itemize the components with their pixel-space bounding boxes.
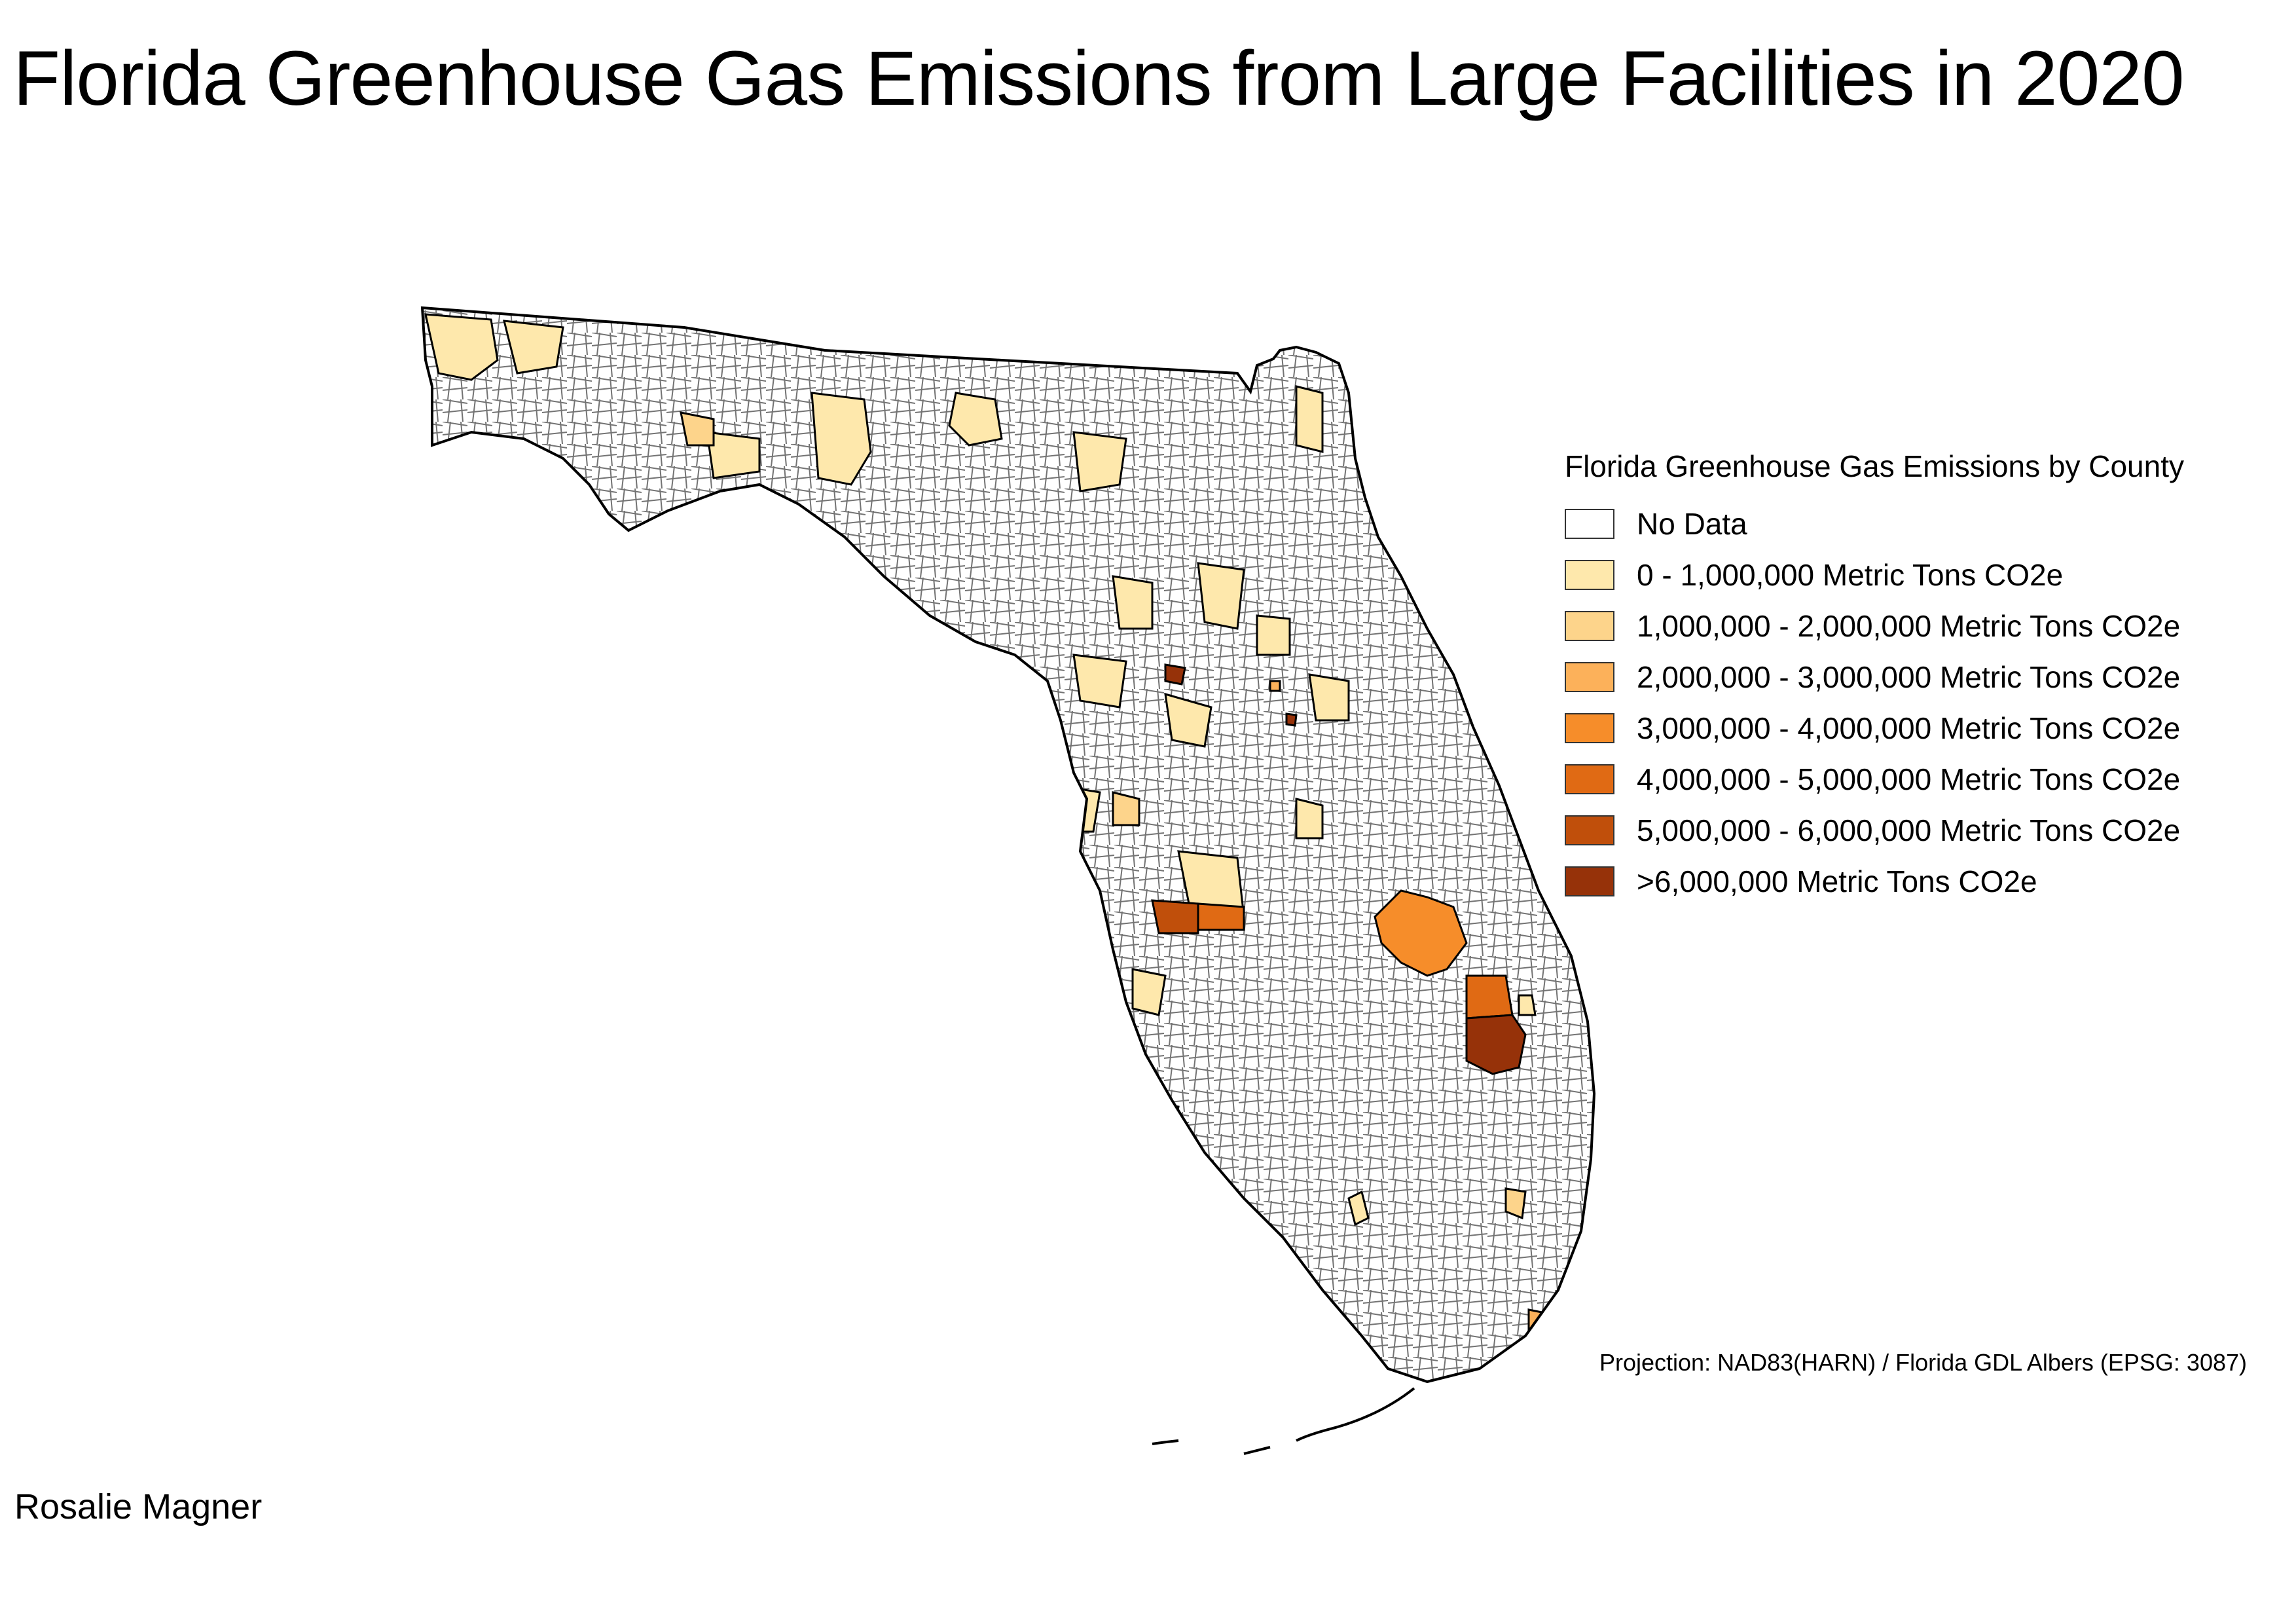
legend-swatch [1565,866,1614,896]
legend-swatch [1565,713,1614,743]
legend-swatch [1565,509,1614,539]
legend-swatch [1565,611,1614,641]
legend-swatch [1565,560,1614,590]
legend-label: >6,000,000 Metric Tons CO2e [1637,864,2037,898]
map-legend: Florida Greenhouse Gas Emissions by Coun… [1565,449,2184,907]
legend-swatch [1565,662,1614,692]
legend-title: Florida Greenhouse Gas Emissions by Coun… [1565,449,2184,483]
author-credit: Rosalie Magner [14,1487,263,1526]
legend-item: 0 - 1,000,000 Metric Tons CO2e [1565,549,2184,600]
legend-label: 3,000,000 - 4,000,000 Metric Tons CO2e [1637,711,2181,745]
legend-item: 5,000,000 - 6,000,000 Metric Tons CO2e [1565,805,2184,856]
projection-note: Projection: NAD83(HARN) / Florida GDL Al… [1599,1349,2247,1376]
legend-label: 4,000,000 - 5,000,000 Metric Tons CO2e [1637,762,2181,796]
legend-item: >6,000,000 Metric Tons CO2e [1565,856,2184,907]
legend-item: 4,000,000 - 5,000,000 Metric Tons CO2e [1565,754,2184,805]
legend-item: No Data [1565,498,2184,549]
legend-label: No Data [1637,507,1747,541]
legend-swatch [1565,764,1614,794]
legend-item: 2,000,000 - 3,000,000 Metric Tons CO2e [1565,652,2184,703]
legend-label: 0 - 1,000,000 Metric Tons CO2e [1637,558,2064,592]
legend-item: 1,000,000 - 2,000,000 Metric Tons CO2e [1565,600,2184,652]
florida-map [421,306,1595,1455]
legend-label: 2,000,000 - 3,000,000 Metric Tons CO2e [1637,660,2181,694]
legend-item: 3,000,000 - 4,000,000 Metric Tons CO2e [1565,703,2184,754]
legend-label: 1,000,000 - 2,000,000 Metric Tons CO2e [1637,609,2181,643]
map-title: Florida Greenhouse Gas Emissions from La… [13,35,2185,122]
legend-label: 5,000,000 - 6,000,000 Metric Tons CO2e [1637,813,2181,847]
legend-swatch [1565,815,1614,845]
